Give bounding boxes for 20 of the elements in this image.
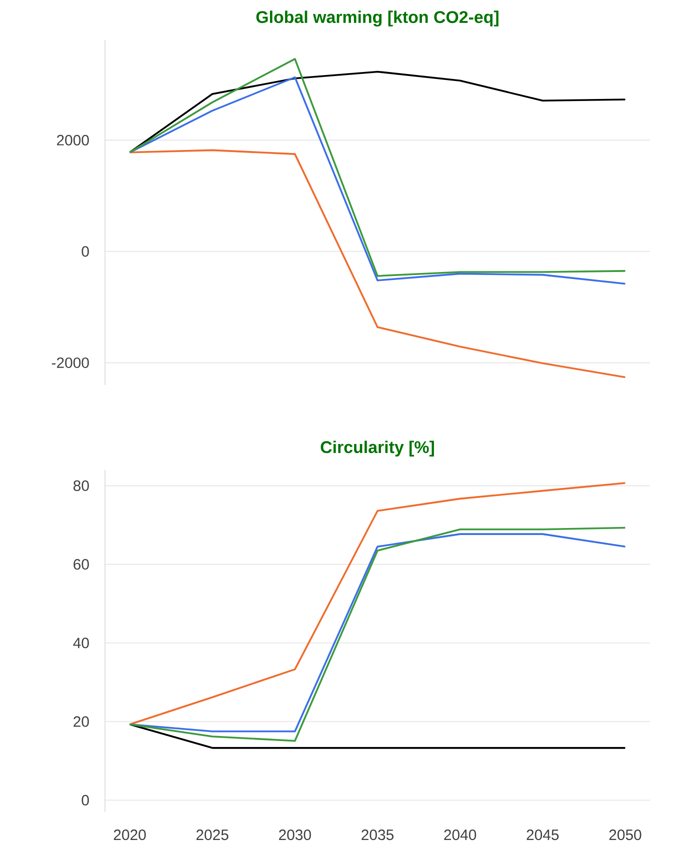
x-tick-label: 2025 xyxy=(196,830,228,840)
y-tick-label: 0 xyxy=(82,246,89,257)
y-tick-label: 40 xyxy=(73,638,89,648)
x-tick-label: 2040 xyxy=(444,830,476,840)
chart-title: Circularity [%] xyxy=(320,440,434,456)
line-series xyxy=(128,482,626,726)
y-tick-label: 20 xyxy=(74,716,89,727)
y-tick-label: 0 xyxy=(82,794,89,806)
x-tick-label: 2045 xyxy=(526,830,559,840)
x-tick-label: 2035 xyxy=(362,830,394,840)
x-tick-label: 2030 xyxy=(279,830,311,840)
line-series xyxy=(128,149,626,378)
y-tick-label: 80 xyxy=(74,480,89,492)
chart-title: Global warming [kton CO2-eq] xyxy=(256,10,498,26)
y-tick-label: 60 xyxy=(74,559,89,570)
x-tick-label: 2050 xyxy=(609,830,642,840)
x-tick-label: 2020 xyxy=(114,830,146,840)
y-tick-label: 2000 xyxy=(56,134,89,146)
y-tick-label: -2000 xyxy=(52,357,89,368)
line-series xyxy=(128,70,626,154)
